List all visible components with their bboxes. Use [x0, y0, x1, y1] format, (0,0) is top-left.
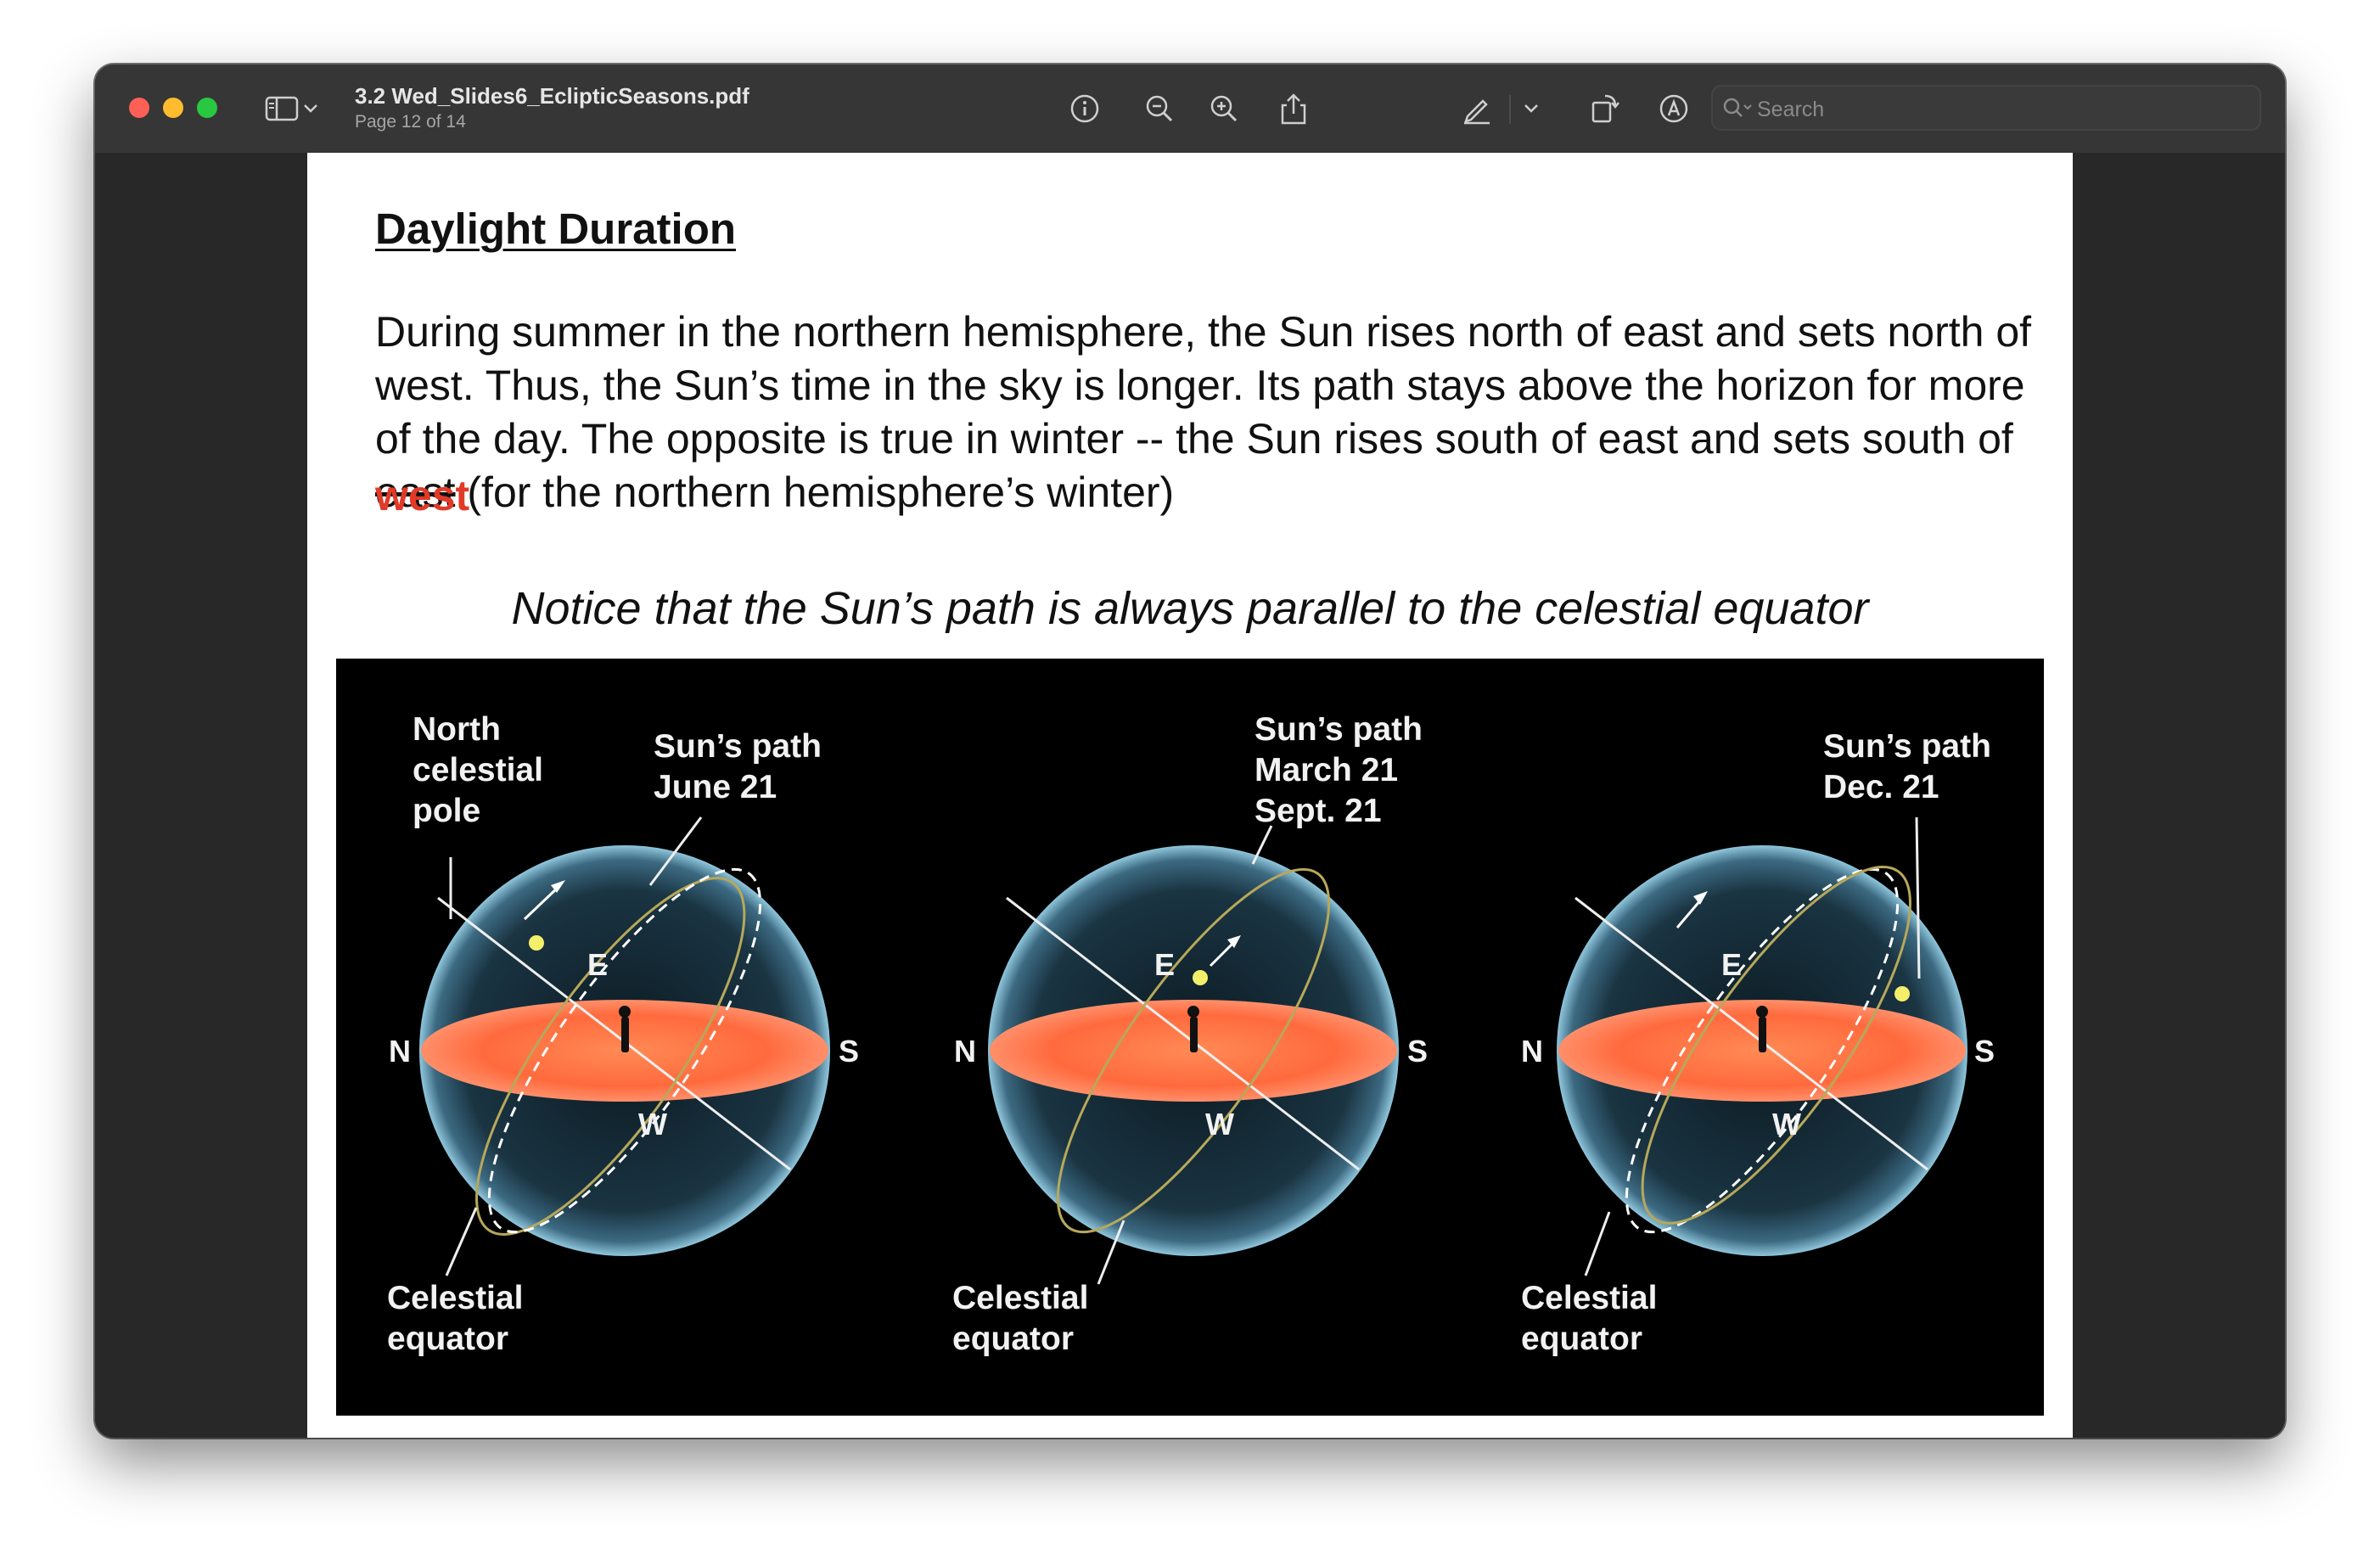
search-field[interactable]: Search [1711, 85, 2261, 131]
slide-heading: Daylight Duration [375, 205, 737, 253]
panel-december [1557, 816, 1967, 1276]
panel-equinox [988, 825, 1399, 1285]
north-label-3: N [1521, 1034, 1543, 1069]
document-title: 3.2 Wed_Slides6_EclipticSeasons.pdf [355, 83, 749, 109]
info-icon[interactable] [1066, 90, 1103, 127]
south-label-1: S [839, 1034, 860, 1069]
south-label-2: S [1407, 1034, 1429, 1069]
celestial-sphere-figure: North celestial pole Sun’s path June 21 … [336, 659, 2044, 1416]
west-label-2: W [1205, 1107, 1234, 1141]
titlebar: 3.2 Wed_Slides6_EclipticSeasons.pdf Page… [95, 65, 2285, 154]
east-label-1: E [587, 947, 609, 982]
north-celestial-pole-label: North celestial pole [413, 711, 543, 829]
zoom-out-icon[interactable] [1141, 90, 1178, 127]
west-label-3: W [1772, 1107, 1801, 1141]
east-label-2: E [1154, 947, 1176, 982]
search-placeholder: Search [1757, 98, 1825, 121]
page-indicator: Page 12 of 14 [355, 112, 466, 132]
sun-path-label-equinox: Sun’s path March 21 Sept. 21 [1255, 711, 1423, 829]
notice-caption: Notice that the Sun’s path is always par… [511, 583, 1869, 634]
sidebar-icon[interactable] [263, 90, 300, 127]
celestial-equator-label-1: Celestial equator [387, 1280, 524, 1357]
east-label-3: E [1721, 947, 1743, 982]
minimize-button[interactable] [163, 98, 183, 118]
struck-word: east west [375, 466, 469, 519]
share-icon[interactable] [1275, 90, 1312, 127]
rotate-icon[interactable] [1586, 90, 1623, 127]
close-button[interactable] [129, 98, 149, 118]
pdf-page: Daylight Duration During summer in the n… [307, 153, 2073, 1438]
zoom-button[interactable] [197, 98, 217, 118]
south-label-3: S [1974, 1034, 1995, 1069]
spheres-diagram [419, 816, 1967, 1285]
document-viewport[interactable]: Daylight Duration During summer in the n… [95, 153, 2285, 1438]
panel-june [419, 816, 830, 1276]
celestial-equator-label-2: Celestial equator [952, 1280, 1089, 1357]
slide-paragraph: During summer in the northern hemisphere… [375, 306, 2039, 519]
paragraph-text-end: (for the northern hemisphere’s winter) [455, 468, 1175, 516]
sun-path-label-december: Sun’s path Dec. 21 [1823, 728, 1991, 805]
west-label-1: W [638, 1107, 667, 1141]
celestial-equator-label-3: Celestial equator [1521, 1280, 1658, 1357]
correction-word: west [375, 472, 470, 519]
north-label-2: N [954, 1034, 976, 1069]
paragraph-text-start: During summer in the northern hemisphere… [375, 308, 2032, 463]
chevron-down-icon[interactable] [299, 90, 323, 127]
preview-window: 3.2 Wed_Slides6_EclipticSeasons.pdf Page… [95, 65, 2285, 1438]
search-icon [1721, 96, 1754, 126]
markup-options-chevron-icon[interactable] [1519, 90, 1543, 127]
annotate-icon[interactable] [1655, 90, 1692, 127]
north-label-1: N [389, 1034, 411, 1069]
zoom-in-icon[interactable] [1205, 90, 1243, 127]
sun-path-label-june: Sun’s path June 21 [654, 728, 822, 805]
markup-pen-icon[interactable] [1458, 90, 1496, 127]
